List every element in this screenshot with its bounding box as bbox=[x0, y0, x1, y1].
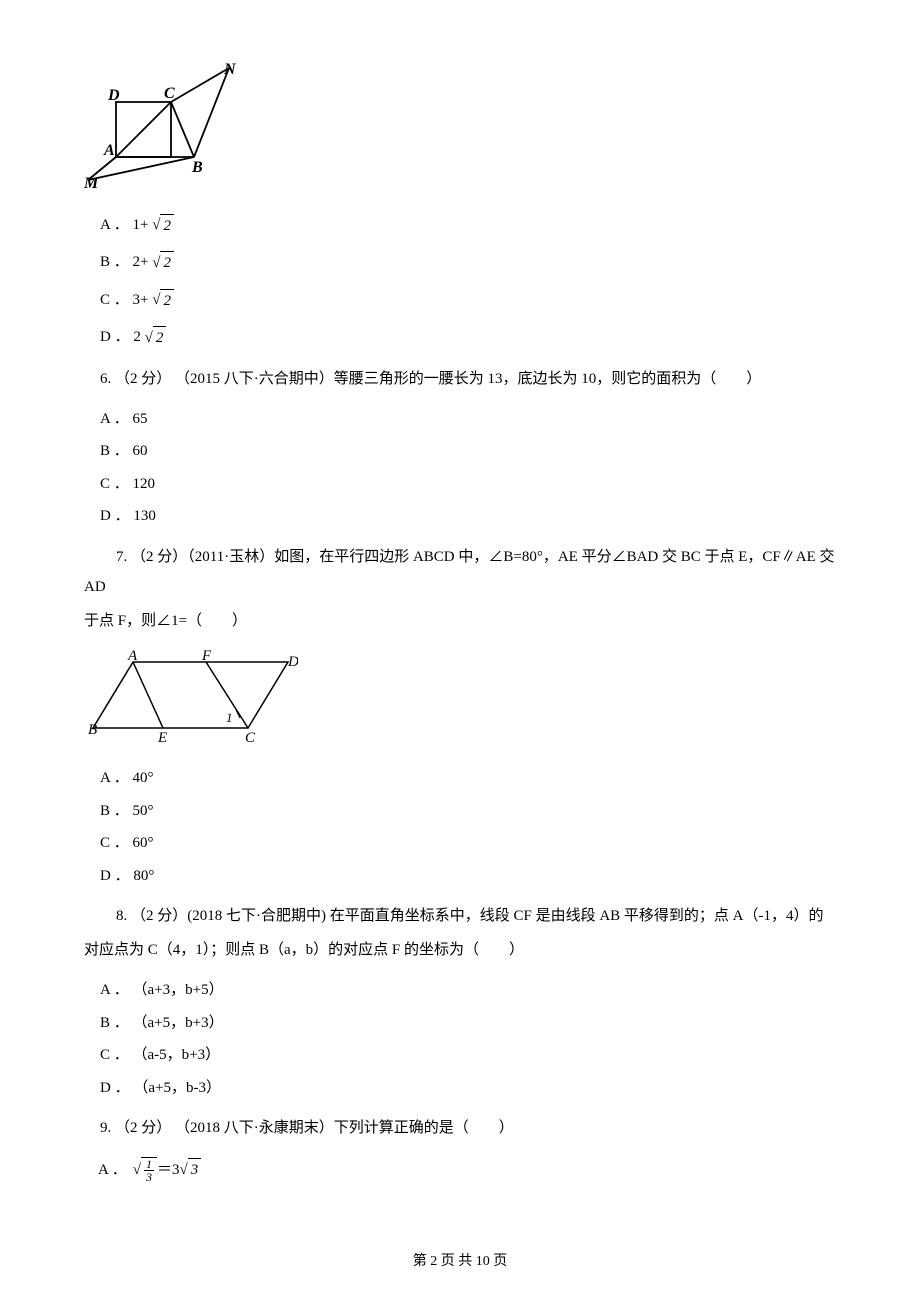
q9-option-A: A ． √13 ＝3 √3 bbox=[84, 1157, 836, 1183]
q6-option-D: D ． 130 bbox=[84, 505, 836, 528]
sqrt-expr: √2 bbox=[152, 289, 174, 313]
q7-option-B: B ． 50° bbox=[84, 800, 836, 823]
q7-stem-line1: 7. （2 分）（2011·玉林）如图，在平行四边形 ABCD 中，∠B=80°… bbox=[84, 542, 836, 602]
q6-option-A: A ． 65 bbox=[84, 408, 836, 431]
fig1-label-A: A bbox=[103, 142, 115, 159]
q6-option-C: C ． 120 bbox=[84, 473, 836, 496]
q8-option-B: B ． （a+5，b+3） bbox=[84, 1012, 836, 1035]
frac-den: 3 bbox=[144, 1171, 154, 1183]
q7-option-C: C ． 60° bbox=[84, 832, 836, 855]
option-prefix: 2+ bbox=[133, 254, 153, 270]
fig1-label-B: B bbox=[191, 159, 203, 176]
q5-option-D: D ． 2 √2 bbox=[84, 326, 836, 350]
fig2-label-C: C bbox=[245, 730, 256, 742]
figure-q5-diagram: N D C A B M bbox=[84, 60, 836, 196]
fig2-label-A: A bbox=[127, 650, 138, 664]
option-label: A ． bbox=[98, 1159, 127, 1182]
fig2-label-E: E bbox=[157, 730, 167, 742]
sqrt-expr: √2 bbox=[145, 326, 167, 350]
q9-stem: 9. （2 分） （2018 八下·永康期末）下列计算正确的是（ ） bbox=[84, 1113, 836, 1143]
q6-option-B: B ． 60 bbox=[84, 440, 836, 463]
q5-option-A: A ． 1+ √2 bbox=[84, 214, 836, 238]
option-label: A ． bbox=[100, 217, 129, 233]
q7-stem-line2: 于点 F，则∠1=（ ） bbox=[84, 606, 836, 636]
fig1-label-N: N bbox=[223, 61, 237, 78]
fig2-label-B: B bbox=[88, 722, 97, 738]
q8-stem-line2: 对应点为 C（4，1）；则点 B（a，b）的对应点 F 的坐标为（ ） bbox=[84, 935, 836, 965]
q5-option-B: B ． 2+ √2 bbox=[84, 251, 836, 275]
fig1-label-M: M bbox=[84, 175, 99, 188]
sqrt-expr: √3 bbox=[180, 1158, 202, 1182]
option-label: B ． bbox=[100, 254, 129, 270]
q8-stem-line1: 8. （2 分）(2018 七下·合肥期中) 在平面直角坐标系中，线段 CF 是… bbox=[84, 901, 836, 931]
fig2-label-D: D bbox=[287, 654, 298, 670]
q8-option-C: C ． （a-5，b+3） bbox=[84, 1044, 836, 1067]
equals: ＝3 bbox=[157, 1159, 180, 1182]
q7-option-A: A ． 40° bbox=[84, 767, 836, 790]
sqrt-expr: √2 bbox=[152, 251, 174, 275]
q7-option-D: D ． 80° bbox=[84, 865, 836, 888]
fig1-label-C: C bbox=[164, 85, 175, 102]
q8-option-A: A ． （a+3，b+5） bbox=[84, 979, 836, 1002]
q6-stem: 6. （2 分） （2015 八下·六合期中）等腰三角形的一腰长为 13，底边长… bbox=[84, 364, 836, 394]
option-prefix: 3+ bbox=[133, 292, 153, 308]
q5-option-C: C ． 3+ √2 bbox=[84, 289, 836, 313]
sqrt-frac: √13 bbox=[133, 1157, 157, 1183]
q8-option-D: D ． （a+5，b-3） bbox=[84, 1077, 836, 1100]
page-footer: 第 2 页 共 10 页 bbox=[0, 1251, 920, 1272]
figure-q7-diagram: A F D B E C 1 bbox=[88, 650, 836, 750]
option-label: C ． bbox=[100, 292, 129, 308]
option-label: D ． bbox=[100, 329, 130, 345]
fig2-angle-1: 1 bbox=[226, 710, 233, 725]
fig1-label-D: D bbox=[107, 87, 120, 104]
option-prefix: 1+ bbox=[133, 217, 153, 233]
sqrt-expr: √2 bbox=[152, 214, 174, 238]
fig2-label-F: F bbox=[201, 650, 212, 664]
option-prefix: 2 bbox=[133, 329, 144, 345]
